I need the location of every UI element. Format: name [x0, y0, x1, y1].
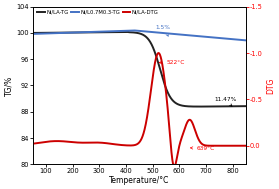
Ni/LA-DTG: [157, 52, 160, 54]
Ni/L0.7M0.3-TG: [129, 29, 133, 32]
Ni/LA-DTG: [238, 145, 242, 147]
Y-axis label: DTG: DTG: [266, 77, 275, 94]
Line: Ni/LA-DTG: Ni/LA-DTG: [33, 53, 246, 167]
Ni/L0.7M0.3-TG: [199, 35, 202, 37]
Ni/LA-DTG: [42, 141, 45, 143]
Legend: Ni/LA-TG, Ni/L0.7M0.3-TG, Ni/LA-DTG: Ni/LA-TG, Ni/L0.7M0.3-TG, Ni/LA-DTG: [35, 8, 160, 17]
Ni/L0.7M0.3-TG: [31, 33, 34, 35]
X-axis label: Temperature/°C: Temperature/°C: [109, 176, 170, 185]
Line: Ni/LA-TG: Ni/LA-TG: [33, 32, 246, 107]
Ni/L0.7M0.3-TG: [238, 39, 242, 41]
Ni/LA-TG: [197, 105, 201, 108]
Ni/LA-TG: [129, 31, 133, 33]
Text: 639°C: 639°C: [191, 146, 215, 151]
Ni/LA-DTG: [238, 145, 242, 147]
Ni/LA-TG: [127, 31, 130, 33]
Ni/LA-TG: [238, 105, 242, 107]
Ni/LA-TG: [199, 105, 203, 108]
Ni/LA-DTG: [129, 144, 133, 147]
Ni/LA-DTG: [135, 143, 138, 146]
Ni/LA-DTG: [172, 166, 176, 168]
Text: 11.47%: 11.47%: [214, 97, 236, 106]
Ni/L0.7M0.3-TG: [238, 39, 241, 41]
Ni/LA-TG: [238, 105, 242, 107]
Ni/LA-TG: [244, 105, 247, 107]
Ni/LA-TG: [31, 32, 34, 34]
Ni/L0.7M0.3-TG: [135, 29, 138, 32]
Y-axis label: TG/%: TG/%: [4, 75, 13, 96]
Ni/LA-DTG: [199, 142, 203, 144]
Text: 1.5%: 1.5%: [156, 25, 171, 36]
Ni/L0.7M0.3-TG: [244, 39, 247, 42]
Ni/LA-TG: [135, 32, 138, 34]
Ni/LA-DTG: [244, 145, 247, 147]
Ni/LA-TG: [42, 32, 45, 34]
Ni/L0.7M0.3-TG: [132, 29, 136, 32]
Line: Ni/L0.7M0.3-TG: Ni/L0.7M0.3-TG: [33, 30, 246, 40]
Ni/L0.7M0.3-TG: [42, 32, 45, 35]
Text: 522°C: 522°C: [159, 60, 185, 65]
Ni/LA-DTG: [31, 143, 34, 145]
